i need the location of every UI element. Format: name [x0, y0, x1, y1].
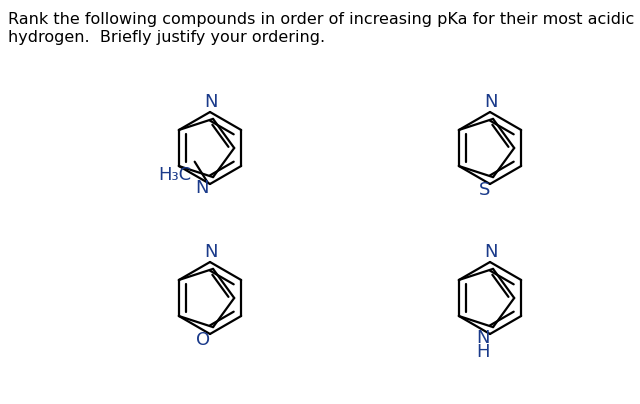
- Text: Rank the following compounds in order of increasing pKa for their most acidic: Rank the following compounds in order of…: [8, 12, 634, 27]
- Text: N: N: [477, 329, 490, 347]
- Text: O: O: [196, 331, 210, 349]
- Text: N: N: [204, 93, 218, 111]
- Text: N: N: [196, 179, 209, 197]
- Text: N: N: [484, 243, 498, 261]
- Text: hydrogen.  Briefly justify your ordering.: hydrogen. Briefly justify your ordering.: [8, 30, 325, 45]
- Text: H₃C: H₃C: [159, 166, 191, 184]
- Text: N: N: [204, 243, 218, 261]
- Text: S: S: [479, 181, 490, 199]
- Text: N: N: [484, 93, 498, 111]
- Text: H: H: [477, 343, 490, 361]
